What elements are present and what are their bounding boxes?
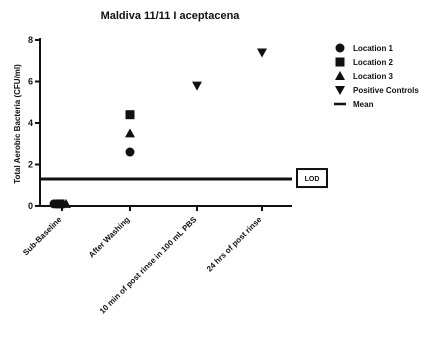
legend-marker — [335, 43, 345, 53]
y-tick-label: 8 — [28, 35, 33, 45]
x-tick-label: Sub-Baseline — [21, 215, 64, 258]
y-tick-label: 6 — [28, 77, 33, 87]
legend-marker — [335, 86, 345, 95]
chart-title: Maldiva 11/11 I aceptacena — [101, 10, 241, 22]
y-tick-label: 2 — [28, 160, 33, 170]
reference-line-label: LOD — [305, 176, 320, 183]
data-points — [49, 48, 267, 209]
data-point — [192, 81, 202, 91]
y-axis-label: Total Aerobic Bacteria (CFU/ml) — [13, 64, 22, 184]
data-point — [125, 128, 135, 138]
legend-marker — [335, 71, 345, 80]
legend: Location 1 Location 2 Location 3 Positive C… — [334, 43, 419, 109]
data-point — [125, 147, 135, 157]
legend-label: Mean — [353, 100, 374, 109]
x-tick-label: After Washing — [87, 215, 132, 260]
legend-label: Location 2 — [353, 58, 394, 67]
legend-marker — [335, 57, 345, 67]
data-point — [257, 48, 267, 58]
y-axis: 0 2 4 6 8 — [28, 35, 41, 211]
legend-label: Positive Controls — [353, 86, 419, 95]
legend-label: Location 3 — [353, 72, 394, 81]
reference-line-group: LOD — [40, 168, 328, 189]
reference-label-box — [296, 168, 328, 189]
data-point — [125, 110, 135, 120]
data-point — [55, 199, 65, 209]
data-point — [61, 198, 71, 208]
x-tick-label: 24 hrs of post rinse — [205, 215, 264, 274]
y-tick-label: 4 — [28, 118, 33, 128]
y-tick-label: 0 — [28, 201, 33, 211]
legend-label: Location 1 — [353, 44, 394, 53]
